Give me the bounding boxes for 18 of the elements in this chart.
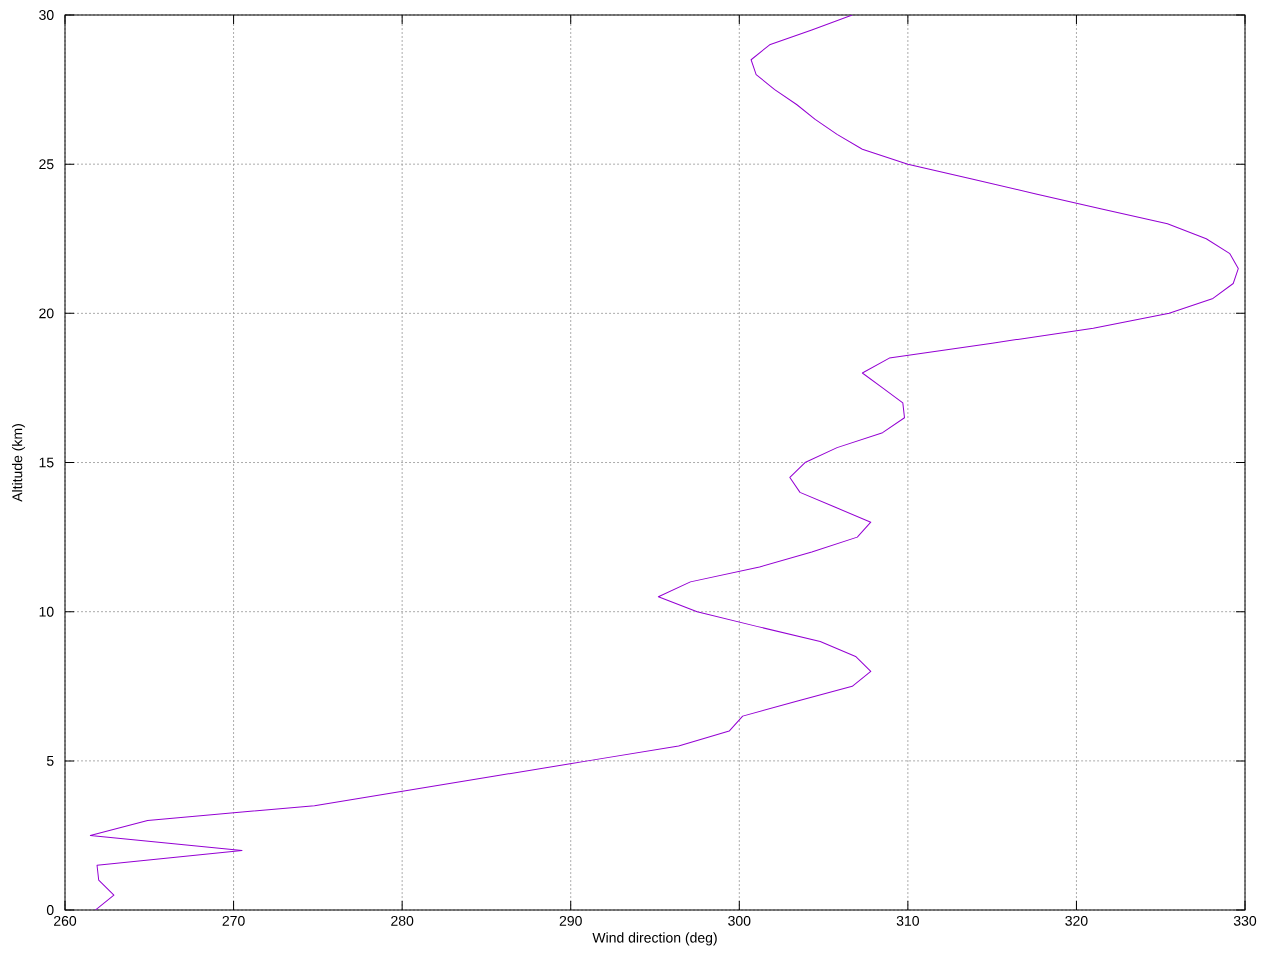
y-tick-label: 15 [39, 457, 54, 468]
x-tick-label: 310 [896, 915, 920, 926]
x-tick-label: 300 [728, 915, 751, 926]
y-tick-label: 5 [46, 755, 54, 766]
y-tick-label: 10 [39, 606, 54, 617]
y-tick-label: 0 [46, 905, 54, 915]
x-axis-title: Wind direction (deg) [592, 932, 717, 946]
x-tick-label: 270 [222, 915, 245, 926]
y-tick-label: 30 [39, 9, 54, 20]
x-tick-label: 290 [559, 915, 582, 926]
y-axis-title: Altitude (km) [11, 424, 26, 502]
y-tick-label: 25 [39, 159, 54, 170]
x-tick-label: 260 [54, 915, 77, 926]
x-tick-label: 280 [391, 915, 414, 926]
x-tick-label: 330 [1233, 915, 1257, 926]
x-tick-label: 320 [1065, 915, 1088, 926]
line-series [89, 14, 1239, 911]
y-tick-label: 20 [39, 308, 54, 319]
